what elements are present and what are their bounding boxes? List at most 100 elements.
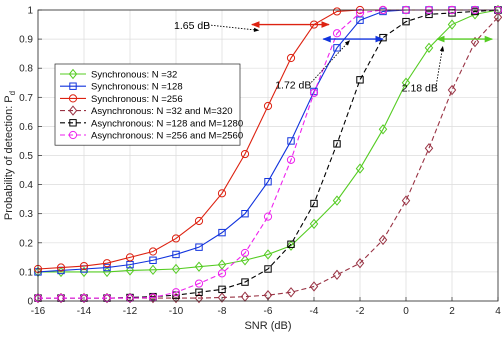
legend-label: Synchronous: N =32 — [91, 70, 177, 81]
data-point — [240, 149, 250, 159]
data-point — [217, 189, 227, 198]
data-point — [286, 155, 296, 164]
data-point — [195, 243, 203, 251]
x-tick-label: -8 — [218, 306, 227, 317]
series-1 — [33, 4, 502, 278]
legend-marker — [68, 68, 78, 80]
y-tick-label: 0.4 — [19, 180, 33, 191]
data-point — [218, 228, 226, 237]
data-point — [195, 288, 203, 296]
data-point — [79, 266, 89, 278]
legend-marker — [68, 130, 78, 140]
data-point — [218, 285, 226, 294]
y-tick-label: 0.3 — [19, 209, 33, 220]
x-tick-label: 0 — [403, 306, 409, 317]
x-tick-label: -2 — [356, 306, 365, 317]
data-point — [263, 249, 273, 260]
legend-entry: Synchronous: N =128 — [60, 82, 183, 93]
legend-entry: Asynchronous: N =32 and M=320 — [60, 105, 233, 117]
data-point — [425, 10, 433, 19]
tick-layer: -16 -14 -12 -10 -8 -6 -4 -2 0 2 4 0 0.1 0.2 0.3 0.4 0.5 0… — [19, 6, 501, 318]
data-point — [171, 292, 181, 304]
legend-marker — [68, 105, 78, 116]
data-point — [56, 293, 66, 303]
data-point — [355, 163, 365, 174]
pointer-line — [308, 40, 351, 85]
data-point — [447, 84, 457, 96]
data-point — [125, 265, 135, 276]
data-point — [79, 261, 89, 271]
x-tick-label: -14 — [77, 306, 92, 317]
data-point — [171, 288, 181, 297]
y-tick-label: 0.9 — [19, 35, 33, 46]
data-point — [379, 33, 387, 42]
data-point — [171, 234, 181, 243]
y-tick-label: 0.8 — [19, 64, 33, 75]
dB-gap-label: 2.18 dB — [402, 82, 438, 94]
data-point — [309, 281, 319, 292]
data-point — [56, 292, 66, 304]
series-line — [38, 9, 499, 273]
y-tick-label: 0.1 — [19, 267, 33, 278]
data-point — [424, 143, 434, 154]
x-tick-label: -10 — [169, 306, 184, 317]
data-point — [103, 263, 111, 272]
data-point — [309, 218, 319, 230]
data-point — [171, 263, 181, 275]
data-point — [286, 240, 296, 251]
data-point — [194, 261, 204, 272]
data-point — [240, 248, 250, 258]
y-tick-label: 0.7 — [19, 93, 33, 104]
data-point — [217, 269, 227, 278]
legend-entry: Asynchronous: N =128 and M=1280 — [60, 118, 243, 129]
data-point — [333, 44, 341, 52]
data-point — [264, 177, 272, 186]
data-point — [378, 124, 388, 135]
pointer-line — [435, 45, 445, 88]
data-point — [286, 53, 296, 63]
data-point — [332, 269, 342, 280]
data-point — [79, 293, 89, 303]
data-point — [356, 76, 364, 84]
legend-label: Synchronous: N =256 — [91, 94, 183, 105]
data-point — [125, 253, 135, 262]
data-point — [309, 88, 319, 98]
data-point — [401, 195, 411, 206]
dB-gap-label: 1.65 dB — [174, 20, 210, 32]
legend-marker — [69, 119, 77, 127]
data-point — [402, 17, 410, 26]
data-point — [287, 137, 295, 145]
x-tick-label: -4 — [310, 306, 319, 317]
data-point — [217, 259, 227, 270]
x-tick-label: 4 — [495, 306, 501, 317]
legend-label: Synchronous: N =128 — [91, 82, 183, 93]
data-point — [194, 292, 204, 304]
data-point — [102, 293, 112, 303]
data-point — [125, 293, 135, 303]
annotation-3: 2.18 dB — [402, 35, 494, 94]
legend-label: Asynchronous: N =32 and M=320 — [91, 106, 233, 117]
data-point — [355, 257, 365, 269]
data-point — [263, 101, 273, 111]
y-axis-label: Probability of detection: Pd — [3, 91, 17, 220]
legend-entry: Synchronous: N =256 — [60, 94, 183, 105]
y-tick-label: 0.2 — [19, 238, 33, 249]
data-point — [332, 7, 342, 16]
data-point — [378, 234, 388, 246]
data-point — [287, 240, 295, 248]
grid — [37, 9, 499, 302]
data-point — [33, 292, 43, 304]
data-point — [102, 259, 112, 268]
legend-entry: Synchronous: N =32 — [60, 68, 177, 81]
x-tick-label: -6 — [264, 306, 273, 317]
x-tick-label: -16 — [31, 306, 46, 317]
data-point — [149, 256, 157, 264]
data-point — [240, 255, 250, 266]
annotation-layer: 1.65 dB 1.72 dB 2.18 dB — [174, 20, 494, 94]
legend-marker — [68, 94, 78, 103]
data-point — [310, 199, 318, 208]
data-point — [401, 77, 411, 88]
annotation-2: 1.72 dB — [275, 35, 384, 92]
series-line — [38, 9, 498, 299]
